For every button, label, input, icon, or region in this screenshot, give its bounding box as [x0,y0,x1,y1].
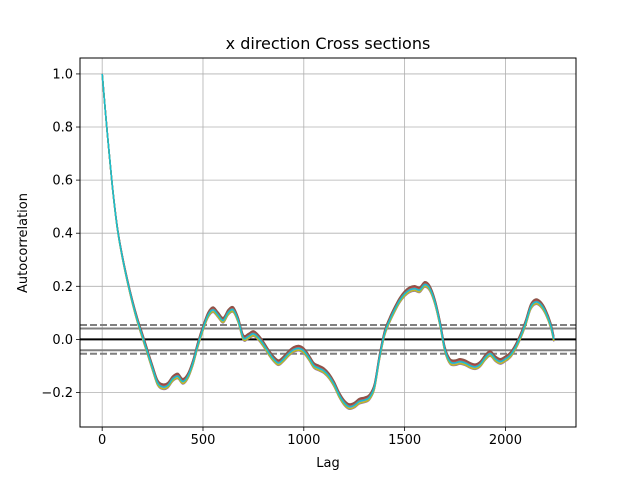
series-line-6 [101,73,555,405]
y-tick-label: 0.6 [52,174,73,189]
y-tick-label: 0.8 [52,121,73,136]
x-tick-label: 1000 [287,433,320,448]
chart-title: x direction Cross sections [226,34,431,53]
y-tick-label: −0.2 [41,386,73,401]
y-ticks: −0.2 0.0 0.2 0.4 0.6 0.8 1.0 [41,67,80,401]
x-tick-label: 2000 [489,433,522,448]
reference-lines [80,324,576,355]
x-ticks: 0 500 1000 1500 2000 [98,427,522,448]
x-axis-label: Lag [316,456,339,471]
y-tick-label: 0.2 [52,280,73,295]
x-tick-label: 500 [191,433,216,448]
x-tick-label: 0 [98,433,106,448]
series-line-9 [101,73,555,410]
x-tick-label: 1500 [388,433,421,448]
y-tick-label: 1.0 [52,67,73,82]
series-lines [101,73,555,411]
y-tick-label: 0.0 [52,333,73,348]
series-line-10 [101,73,555,408]
y-tick-label: 0.4 [52,227,73,242]
y-axis-label: Autocorrelation [16,193,31,293]
plot-frame [79,57,577,428]
